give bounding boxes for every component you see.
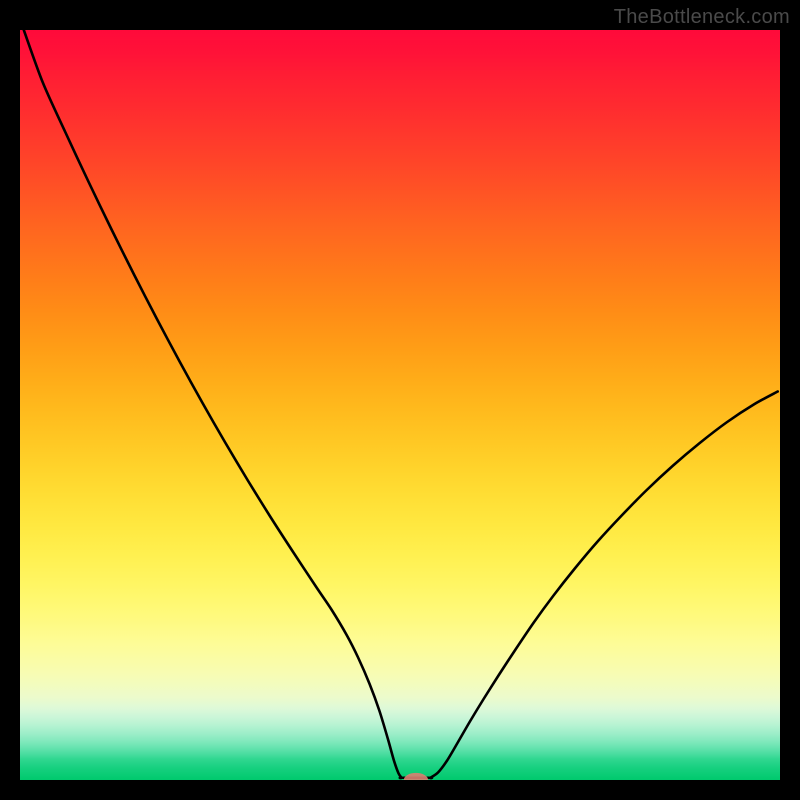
watermark-text: TheBottleneck.com (614, 6, 790, 29)
plot-background (20, 30, 780, 780)
chart-stage: TheBottleneck.com (0, 0, 800, 800)
bottleneck-chart (0, 0, 800, 800)
